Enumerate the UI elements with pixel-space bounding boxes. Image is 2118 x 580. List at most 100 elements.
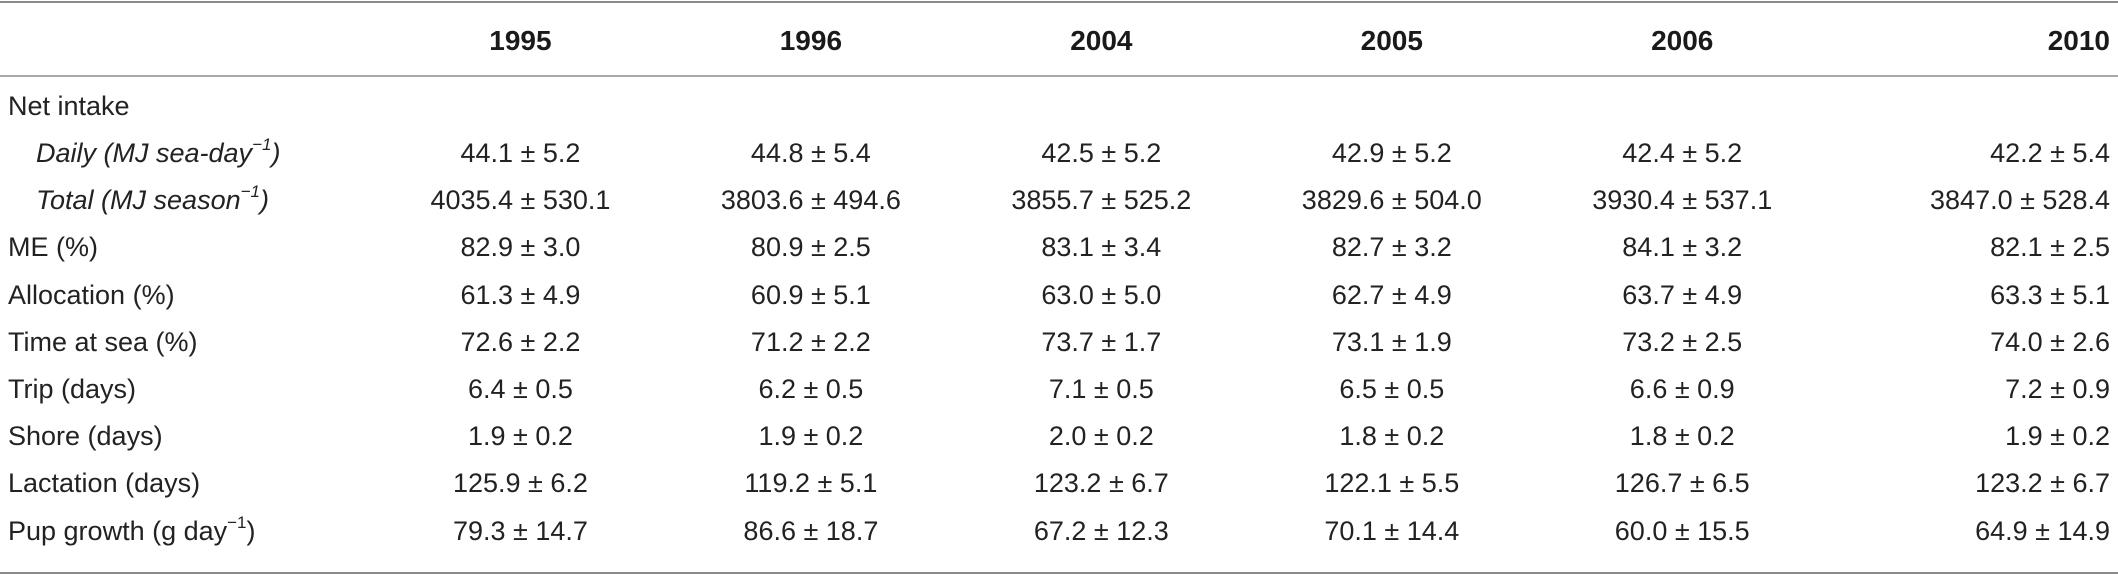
table-cell: 6.2 ± 0.5: [758, 374, 864, 405]
column-header-label: [0, 0, 375, 75]
row-label-tail: ): [260, 185, 269, 216]
table-cell: 3855.7 ± 525.2: [1011, 185, 1192, 216]
table-cell: 70.1 ± 14.4: [1324, 515, 1460, 546]
table-cell: 80.9 ± 2.5: [750, 232, 871, 263]
table-cell: 1.9 ± 0.2: [467, 421, 573, 452]
row-label-superscript: −1: [240, 182, 260, 202]
header-row: 1995 1996 2004 2005 2006 2010: [0, 0, 2118, 75]
table-cell: 82.9 ± 3.0: [460, 232, 581, 263]
table-cell: 44.1 ± 5.2: [460, 138, 581, 169]
table-cell: 1.9 ± 0.2: [758, 421, 864, 452]
table-cell: [666, 75, 956, 130]
header-rule: [0, 75, 2118, 77]
row-label: Shore (days): [0, 413, 375, 460]
table-cell: 123.2 ± 6.7: [1033, 468, 1169, 499]
row-label: Pup growth (g day−1): [0, 508, 375, 555]
table-row: Pup growth (g day−1) 79.3 ± 14.7 86.6 ± 18…: [0, 508, 2118, 555]
table-cell: 63.3 ± 5.1: [1990, 279, 2110, 310]
table-cell: 4035.4 ± 530.1: [430, 185, 611, 216]
table-row: Allocation (%) 61.3 ± 4.9 60.9 ± 5.1 63.0 ±…: [0, 272, 2118, 319]
table-cell: [1827, 75, 2118, 130]
column-header-year: 2005: [1360, 25, 1423, 56]
table-cell: 82.1 ± 2.5: [1990, 232, 2110, 263]
table-cell: 42.4 ± 5.2: [1622, 138, 1743, 169]
table-row: Trip (days) 6.4 ± 0.5 6.2 ± 0.5 7.1 ± 0.5 6.…: [0, 366, 2118, 413]
table-row: Lactation (days) 125.9 ± 6.2 119.2 ± 5.1 12…: [0, 460, 2118, 507]
column-header-year: 2010: [2047, 25, 2110, 56]
table-cell: 42.9 ± 5.2: [1331, 138, 1452, 169]
table-row: Shore (days) 1.9 ± 0.2 1.9 ± 0.2 2.0 ± 0.2 1…: [0, 413, 2118, 460]
table-cell: 122.1 ± 5.5: [1324, 468, 1460, 499]
bottom-rule: [0, 572, 2118, 574]
table-cell: 3847.0 ± 528.4: [1930, 185, 2110, 216]
table-cell: 6.6 ± 0.9: [1629, 374, 1735, 405]
row-label-text: Total (MJ season: [36, 185, 241, 216]
table-cell: 79.3 ± 14.7: [452, 515, 588, 546]
table-cell: 60.9 ± 5.1: [750, 279, 871, 310]
row-label: Net intake: [0, 75, 375, 130]
column-header-year: 2006: [1651, 25, 1714, 56]
table-cell: [956, 75, 1246, 130]
table-row: Time at sea (%) 72.6 ± 2.2 71.2 ± 2.2 73.7 …: [0, 319, 2118, 366]
table-cell: 123.2 ± 6.7: [1975, 468, 2110, 499]
table-cell: 73.2 ± 2.5: [1622, 326, 1743, 357]
table-cell: 74.0 ± 2.6: [1990, 326, 2110, 357]
row-label-tail: ): [246, 515, 256, 546]
row-label-text: ME (%): [8, 232, 98, 263]
row-label-superscript: −1: [252, 135, 272, 155]
row-label-text: Daily (MJ sea-day: [36, 138, 253, 169]
table-cell: 73.1 ± 1.9: [1331, 326, 1452, 357]
table-cell: 84.1 ± 3.2: [1622, 232, 1743, 263]
row-label: Trip (days): [0, 366, 375, 413]
table-cell: 63.7 ± 4.9: [1622, 279, 1743, 310]
row-label-text: Lactation (days): [8, 468, 201, 499]
table-cell: 44.8 ± 5.4: [750, 138, 871, 169]
row-label-text: Trip (days): [8, 374, 137, 405]
row-label: Time at sea (%): [0, 319, 375, 366]
row-label-text: Net intake: [8, 91, 130, 121]
table-cell: 86.6 ± 18.7: [743, 515, 879, 546]
table-cell: 1.9 ± 0.2: [2005, 421, 2110, 452]
table-cell: 64.9 ± 14.9: [1975, 515, 2110, 546]
table-row: Daily (MJ sea-day−1) 44.1 ± 5.2 44.8 ± 5.4…: [0, 130, 2118, 177]
row-label-text: Allocation (%): [8, 279, 175, 310]
column-header-year: 1996: [779, 25, 843, 56]
table-cell: 62.7 ± 4.9: [1331, 279, 1452, 310]
table-cell: 3829.6 ± 504.0: [1301, 185, 1482, 216]
table-cell: 61.3 ± 4.9: [460, 279, 581, 310]
column-header-year: 2004: [1070, 25, 1133, 56]
table-row: Total (MJ season−1) 4035.4 ± 530.1 3803.6 …: [0, 177, 2118, 224]
row-label: Allocation (%): [0, 272, 375, 319]
row-label-text: Shore (days): [8, 421, 163, 452]
row-label-text: Time at sea (%): [8, 326, 198, 357]
table-cell: 7.1 ± 0.5: [1048, 374, 1154, 405]
table-cell: 82.7 ± 3.2: [1331, 232, 1452, 263]
table-cell: 1.8 ± 0.2: [1629, 421, 1735, 452]
top-rule: [0, 1, 2118, 3]
table-cell: 126.7 ± 6.5: [1614, 468, 1750, 499]
table-cell: [1247, 75, 1537, 130]
row-label: Total (MJ season−1): [0, 177, 375, 224]
row-label: ME (%): [0, 224, 375, 271]
table-cell: [375, 75, 665, 130]
row-label-text: Pup growth (g day: [8, 515, 228, 546]
table-cell: 42.2 ± 5.4: [1990, 138, 2110, 169]
table-cell: 67.2 ± 12.3: [1033, 515, 1169, 546]
table-cell: 60.0 ± 15.5: [1614, 515, 1750, 546]
table-cell: 125.9 ± 6.2: [452, 468, 588, 499]
table-cell: 42.5 ± 5.2: [1041, 138, 1162, 169]
table-cell: 71.2 ± 2.2: [750, 326, 871, 357]
table-cell: 73.7 ± 1.7: [1041, 326, 1162, 357]
column-header-year: 1995: [489, 25, 552, 56]
row-label: Daily (MJ sea-day−1): [0, 130, 375, 177]
table-cell: 7.2 ± 0.9: [2005, 374, 2110, 405]
table-cell: [1537, 75, 1827, 130]
table-cell: 72.6 ± 2.2: [460, 326, 581, 357]
table-cell: 6.4 ± 0.5: [467, 374, 573, 405]
table-cell: 6.5 ± 0.5: [1339, 374, 1445, 405]
row-label: Lactation (days): [0, 460, 375, 507]
table-cell: 3803.6 ± 494.6: [720, 185, 901, 216]
table-body: Net intake Daily (MJ sea-day−1) 44.1 ± 5.2…: [0, 75, 2118, 555]
table-cell: 3930.4 ± 537.1: [1592, 185, 1773, 216]
table-row: ME (%) 82.9 ± 3.0 80.9 ± 2.5 83.1 ± 3.4 82.7…: [0, 224, 2118, 271]
